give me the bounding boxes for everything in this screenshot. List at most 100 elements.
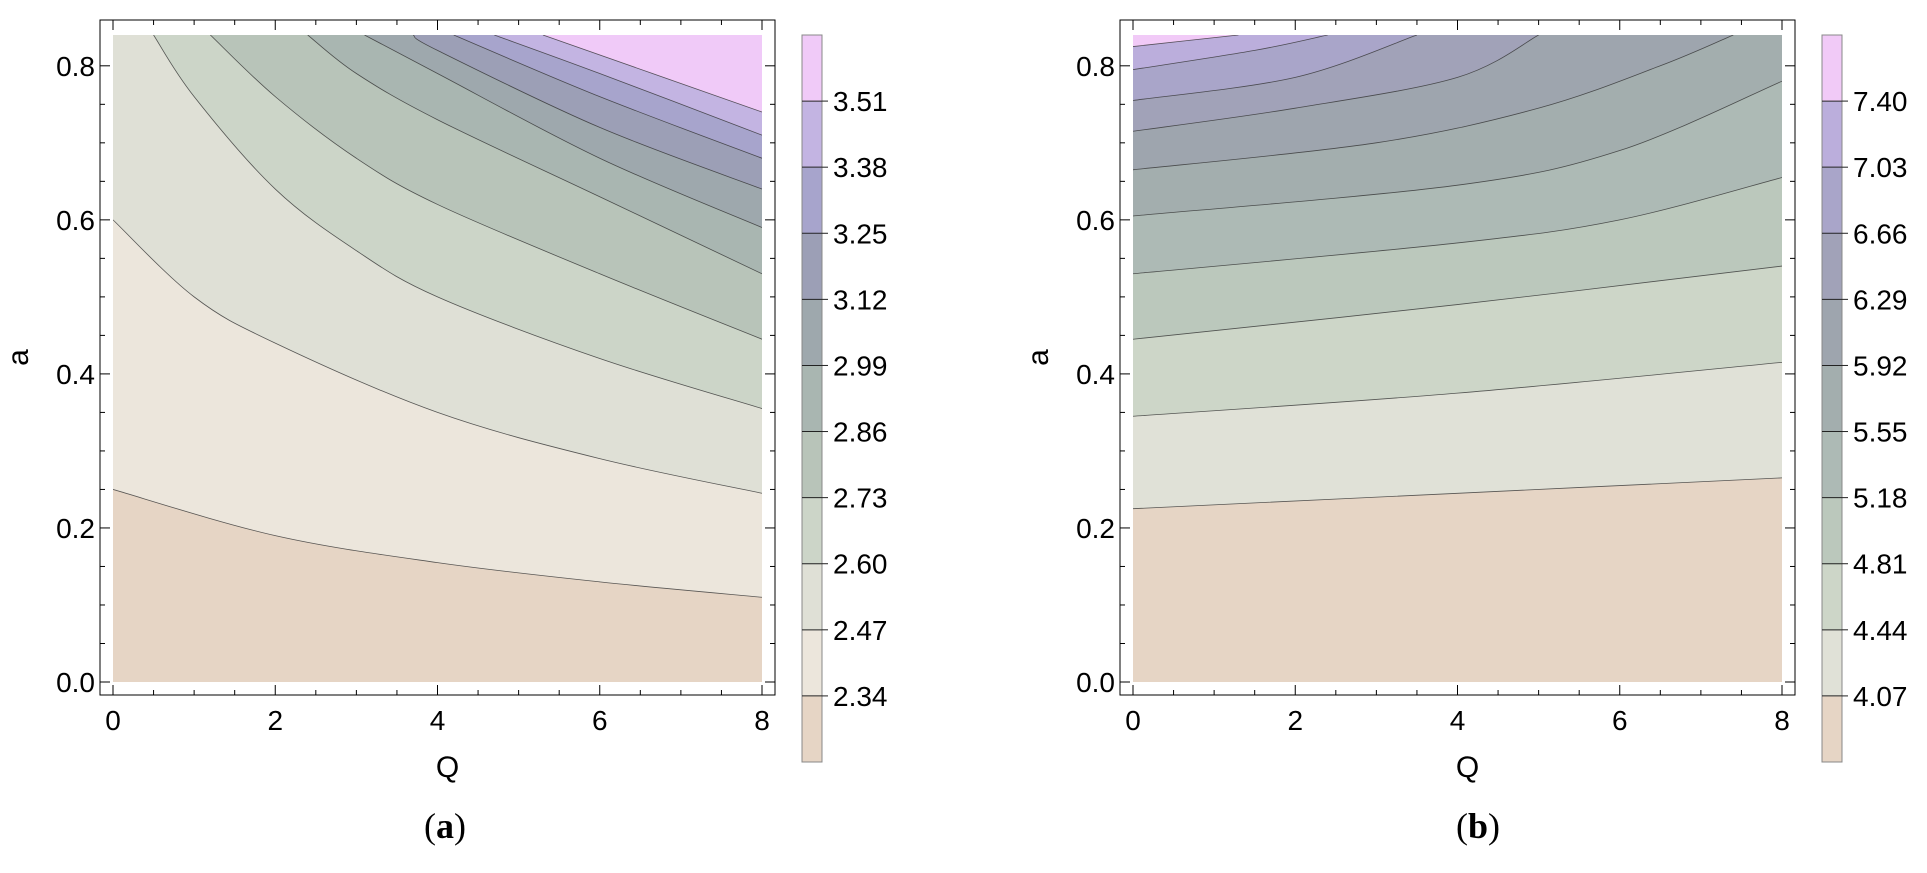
colorbar-tick-label: 3.51: [833, 86, 888, 117]
colorbar-segment-5: [802, 365, 822, 433]
colorbar-segment-7: [802, 233, 822, 300]
contour-lines: [113, 35, 762, 598]
colorbar: 2.34 2.47 2.60 2.73 2.86 2.99 3.12 3.25 3.38 3.51: [801, 34, 888, 763]
caption-b: (b): [1418, 805, 1538, 847]
caption-b-letter: b: [1467, 806, 1489, 846]
caption-a: (a): [385, 805, 505, 847]
colorbar-segment-1: [1822, 629, 1842, 697]
colorbar-tick-label: 4.07: [1853, 681, 1908, 712]
colorbar-tick-label: 5.18: [1853, 483, 1908, 514]
colorbar-tick-label: 2.99: [833, 350, 888, 381]
contour-line-3.38: [494, 35, 762, 136]
x-tick-label: 2: [1287, 705, 1303, 736]
y-tick-label: 0.8: [1076, 51, 1115, 82]
colorbar-tick-label: 5.92: [1853, 350, 1908, 381]
contour-line-6.29: [1133, 35, 1539, 132]
contour-line-5.55: [1133, 80, 1782, 217]
colorbar-segment-1: [802, 629, 822, 697]
contour-line-2.73: [210, 35, 762, 340]
contour-line-2.86: [307, 35, 762, 275]
x-tick-label: 8: [1774, 705, 1790, 736]
y-tick-label: 0.6: [56, 205, 95, 236]
colorbar-segment-10: [802, 35, 822, 102]
contour-line-7.4: [1133, 35, 1239, 47]
colorbar-segment-2: [802, 563, 822, 631]
y-tick-label: 0.2: [56, 513, 95, 544]
colorbar-segment-6: [1822, 299, 1842, 366]
x-tick-label: 4: [1450, 705, 1466, 736]
x-tick-label: 6: [592, 705, 608, 736]
colorbar-frame: [801, 34, 823, 763]
colorbar-tick-label: 7.03: [1853, 152, 1908, 183]
contour-line-3.51: [542, 35, 762, 113]
colorbar-segment-3: [802, 497, 822, 565]
colorbar-frame: [1821, 34, 1843, 763]
x-tick-label: 2: [267, 705, 283, 736]
y-axis-label: a: [2, 349, 35, 366]
colorbar-segment-5: [1822, 365, 1842, 433]
colorbar: 4.07 4.44 4.81 5.18 5.55 5.92 6.29 6.66 7.03 7.40: [1821, 34, 1908, 763]
colorbar-tick-label: 6.29: [1853, 284, 1908, 315]
y-tick-label: 0.0: [56, 667, 95, 698]
colorbar-tick-label: 2.86: [833, 417, 888, 448]
colorbar-segment-3: [1822, 497, 1842, 565]
y-axis-label: a: [1022, 349, 1055, 366]
colorbar-segment-0: [802, 695, 822, 763]
y-tick-label: 0.6: [1076, 205, 1115, 236]
caption-a-close: ): [454, 806, 466, 846]
x-tick-label: 6: [1612, 705, 1628, 736]
colorbar-tick-label: 3.25: [833, 218, 888, 249]
x-tick-label: 0: [1125, 705, 1141, 736]
contour-line-2.47: [113, 219, 762, 494]
colorbar-tick-label: 6.66: [1853, 218, 1908, 249]
caption-b-close: ): [1488, 806, 1501, 846]
colorbar-segment-8: [802, 167, 822, 234]
contour-line-2.34: [113, 489, 762, 598]
contour-lines: [1133, 35, 1782, 510]
colorbar-tick-label: 5.55: [1853, 417, 1908, 448]
colorbar-tick-label: 2.73: [833, 483, 888, 514]
contour-bands: [113, 35, 762, 682]
contour-line-6.66: [1133, 35, 1418, 101]
contour-line-3.12: [412, 35, 762, 190]
y-tick-label: 0.4: [56, 359, 95, 390]
colorbar-segment-9: [802, 101, 822, 168]
y-tick-label: 0.8: [56, 51, 95, 82]
colorbar-segment-0: [1822, 695, 1842, 763]
contour-line-4.44: [1133, 361, 1782, 417]
caption-b-open: (: [1455, 806, 1468, 846]
colorbar-tick-label: 7.40: [1853, 86, 1908, 117]
colorbar-segment-2: [1822, 563, 1842, 631]
contour-bands: [1133, 35, 1782, 682]
chart-a: 0 2 4 6 80.00.20.40.60.8Qa2.342.472.602.732.…: [2, 19, 888, 784]
y-tick-label: 0.4: [1076, 359, 1115, 390]
contour-line-2.99: [364, 35, 762, 228]
x-axis-label: Q: [436, 751, 459, 784]
y-tick-label: 0.2: [1076, 513, 1115, 544]
contour-line-5.92: [1133, 35, 1734, 171]
colorbar-tick-label: 2.47: [833, 615, 888, 646]
colorbar-segment-10: [1822, 35, 1842, 102]
colorbar-segment-8: [1822, 167, 1842, 234]
x-axis-label: Q: [1456, 751, 1479, 784]
caption-a-open: (: [424, 806, 436, 846]
colorbar-segment-4: [1822, 431, 1842, 499]
colorbar-tick-label: 3.38: [833, 152, 888, 183]
y-tick-label: 0.0: [1076, 667, 1115, 698]
colorbar-tick-label: 2.60: [833, 549, 888, 580]
x-tick-label: 8: [754, 705, 770, 736]
contour-band-9: [1133, 35, 1328, 70]
contour-line-4.81: [1133, 265, 1782, 340]
contour-line-7.03: [1133, 35, 1328, 71]
contour-line-4.07: [1133, 477, 1782, 510]
contour-line-3.25: [453, 35, 762, 159]
colorbar-segment-4: [802, 431, 822, 499]
colorbar-segment-9: [1822, 101, 1842, 168]
chart-b: 0 2 4 6 8 0.0 0.2 0.4 0.6 0.8 Qa 4.07 4.44 4.81 5.18 5.…: [1022, 19, 1908, 784]
colorbar-tick-label: 2.34: [833, 681, 888, 712]
colorbar-segment-6: [802, 299, 822, 366]
colorbar-segment-7: [1822, 233, 1842, 300]
contour-line-5.18: [1133, 177, 1782, 275]
contour-line-2.6: [153, 35, 762, 409]
